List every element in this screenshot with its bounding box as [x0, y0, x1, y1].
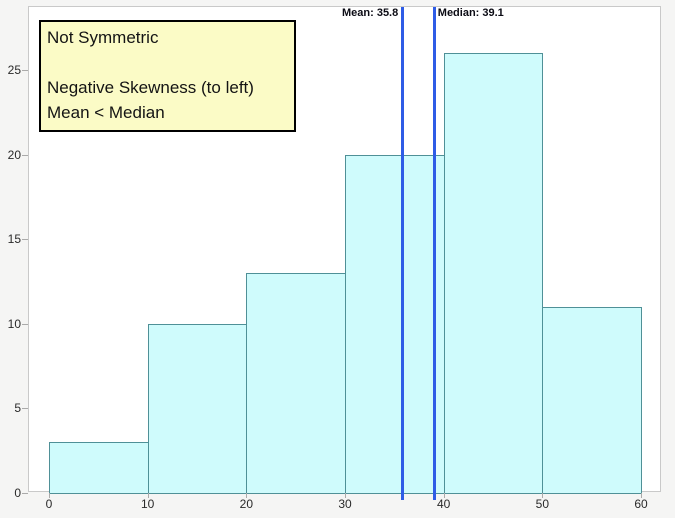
x-axis-tick — [542, 493, 544, 498]
annotation-line-1: Not Symmetric — [47, 28, 159, 47]
histogram-bar[interactable] — [49, 442, 149, 494]
x-axis-tick-label: 20 — [239, 497, 254, 511]
annotation-line-spacer — [47, 50, 288, 75]
x-axis-tick — [443, 493, 445, 498]
y-axis-tick — [22, 154, 28, 156]
y-axis-tick-label: 5 — [14, 401, 21, 416]
x-axis-tick — [147, 493, 149, 498]
y-axis-tick-label: 20 — [7, 147, 21, 162]
x-axis-tick — [345, 493, 346, 498]
median-reference-line[interactable] — [433, 7, 437, 500]
x-axis-tick-label: 30 — [338, 497, 352, 511]
y-axis-tick — [22, 493, 28, 494]
y-axis-tick-label: 15 — [7, 232, 21, 247]
x-axis-tick — [641, 493, 642, 498]
x-axis-tick-label: 40 — [436, 497, 451, 511]
x-axis-tick — [49, 493, 50, 498]
y-axis-tick — [22, 239, 28, 241]
y-axis-tick — [22, 323, 28, 325]
annotation-line-3: Mean < Median — [47, 103, 165, 122]
mean-line-label: Mean: 35.8 — [341, 7, 399, 19]
histogram-bar[interactable] — [443, 53, 544, 494]
x-axis-tick — [246, 493, 248, 498]
y-axis-tick — [22, 70, 28, 71]
x-axis-tick-label: 50 — [535, 497, 550, 511]
x-axis-tick-label: 60 — [634, 497, 648, 511]
histogram-bar[interactable] — [345, 154, 445, 494]
histogram-bar[interactable] — [246, 273, 346, 494]
y-axis-tick-label: 25 — [7, 63, 21, 77]
annotation-line-2: Negative Skewness (to left) — [47, 78, 254, 97]
histogram-bar[interactable] — [147, 323, 248, 494]
x-axis-tick-label: 10 — [140, 497, 155, 511]
median-line-label: Median: 39.1 — [437, 7, 504, 19]
annotation-box[interactable]: Not Symmetric Negative Skewness (to left… — [39, 20, 296, 132]
histogram-bar[interactable] — [542, 306, 642, 494]
mean-reference-line[interactable] — [400, 7, 404, 500]
x-axis-tick-label: 0 — [45, 497, 53, 511]
y-axis-tick — [22, 408, 28, 410]
y-axis-tick-label: 10 — [7, 316, 21, 331]
y-axis-tick-label: 0 — [14, 486, 21, 500]
